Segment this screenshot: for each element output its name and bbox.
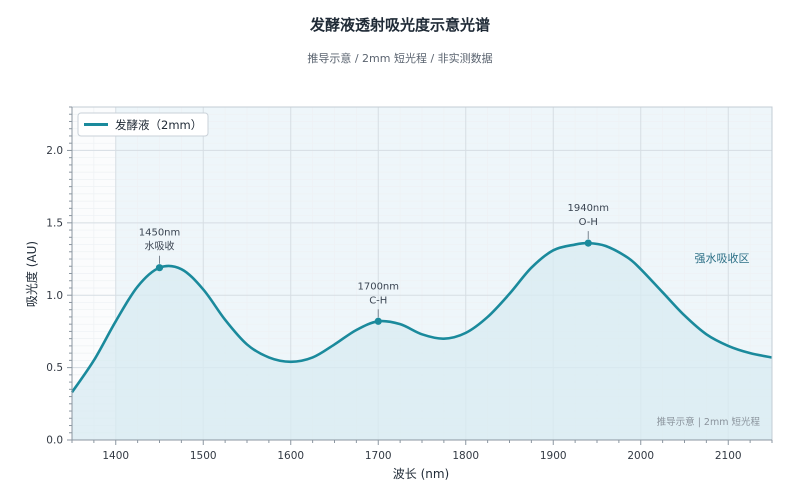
peak-wavelength-label: 1940nm xyxy=(567,203,609,214)
x-tick-label: 1900 xyxy=(540,450,567,462)
y-tick-label: 1.0 xyxy=(46,290,63,302)
x-tick-label: 1700 xyxy=(365,450,392,462)
peak-assignment-label: C-H xyxy=(369,295,387,306)
peak-wavelength-label: 1450nm xyxy=(139,228,181,239)
y-axis-label: 吸光度 (AU) xyxy=(24,241,39,307)
x-tick-label: 1500 xyxy=(190,450,217,462)
peak-wavelength-label: 1700nm xyxy=(357,281,399,292)
peak-assignment-label: 水吸收 xyxy=(145,240,175,253)
region-label: 强水吸收区 xyxy=(695,251,750,265)
peak-marker xyxy=(155,264,164,272)
chart-title: 发酵液透射吸光度示意光谱 xyxy=(309,16,490,34)
x-tick-label: 1400 xyxy=(102,450,129,462)
watermark-text: 推导示意 | 2mm 短光程 xyxy=(657,416,761,428)
x-tick-label: 1800 xyxy=(452,450,479,462)
x-tick-label: 2000 xyxy=(627,450,654,462)
peak-assignment-label: O-H xyxy=(579,217,598,228)
legend-box xyxy=(77,112,209,137)
y-tick-label: 2.0 xyxy=(46,145,63,157)
series-area xyxy=(72,243,772,440)
peak-marker xyxy=(374,317,382,325)
series-line xyxy=(70,241,773,393)
x-axis-label: 波长 (nm) xyxy=(393,467,449,481)
chart-subtitle: 推导示意 / 2mm 短光程 / 非实测数据 xyxy=(307,51,492,65)
x-tick-label: 2100 xyxy=(715,450,742,462)
peak-marker xyxy=(584,239,592,247)
legend-label: 发酵液（2mm） xyxy=(115,118,202,132)
x-tick-label: 1600 xyxy=(277,450,304,462)
y-tick-label: 1.5 xyxy=(46,217,63,229)
y-tick-label: 0.0 xyxy=(46,435,63,447)
legend: 发酵液（2mm） xyxy=(77,112,209,137)
y-tick-label: 0.5 xyxy=(46,362,63,374)
